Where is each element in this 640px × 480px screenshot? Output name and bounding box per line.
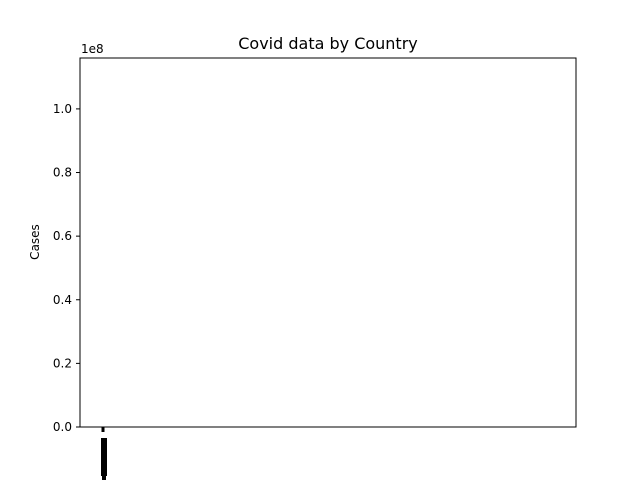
y-axis-ticks: 0.0 0.2 0.4 0.6 0.8 1.0 xyxy=(53,102,80,434)
x-axis-tick-labels-block xyxy=(101,427,107,480)
y-tick-label: 0.6 xyxy=(53,229,72,243)
y-axis-label: Cases xyxy=(28,224,42,260)
chart-title: Covid data by Country xyxy=(238,34,418,53)
y-tick-label: 0.0 xyxy=(53,420,72,434)
y-tick-label: 0.2 xyxy=(53,356,72,370)
x-tick-labels-overlap-tail xyxy=(102,476,106,480)
x-tick-mark xyxy=(101,427,105,432)
plot-area-frame xyxy=(79,57,577,428)
y-axis-offset-label: 1e8 xyxy=(81,42,104,56)
x-tick-labels-overlap xyxy=(101,438,107,476)
y-tick-label: 0.8 xyxy=(53,166,72,180)
y-tick-label: 0.4 xyxy=(53,293,72,307)
y-tick-label: 1.0 xyxy=(53,102,72,116)
